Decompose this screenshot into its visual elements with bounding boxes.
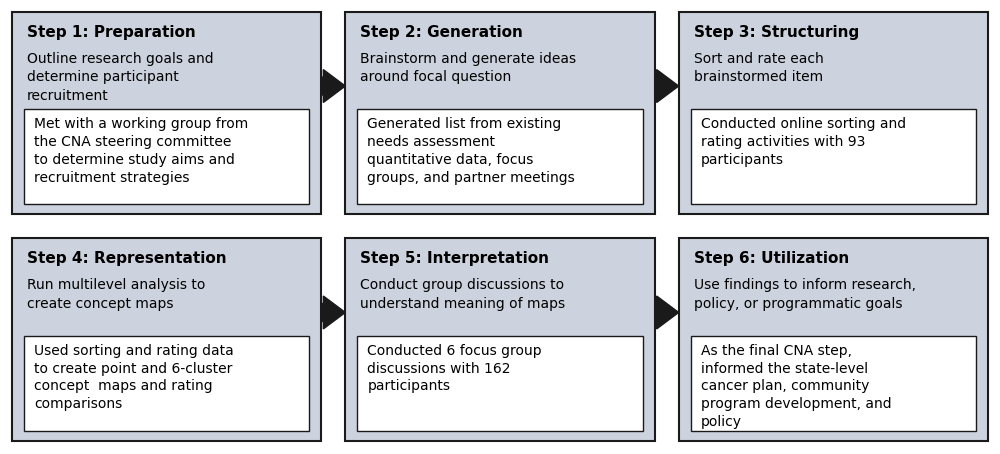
FancyArrow shape xyxy=(655,296,679,329)
Text: Step 5: Interpretation: Step 5: Interpretation xyxy=(360,252,549,266)
FancyBboxPatch shape xyxy=(24,109,309,204)
FancyArrow shape xyxy=(321,69,345,103)
Text: Step 1: Preparation: Step 1: Preparation xyxy=(27,25,196,40)
FancyBboxPatch shape xyxy=(691,336,976,431)
FancyBboxPatch shape xyxy=(679,12,988,214)
FancyBboxPatch shape xyxy=(345,12,655,214)
Text: As the final CNA step,
informed the state-level
cancer plan, community
program d: As the final CNA step, informed the stat… xyxy=(701,344,891,429)
Text: Conducted 6 focus group
discussions with 162
participants: Conducted 6 focus group discussions with… xyxy=(367,344,542,394)
Text: Brainstorm and generate ideas
around focal question: Brainstorm and generate ideas around foc… xyxy=(360,52,576,84)
Text: Run multilevel analysis to
create concept maps: Run multilevel analysis to create concep… xyxy=(27,278,205,311)
FancyArrow shape xyxy=(321,296,345,329)
Text: Use findings to inform research,
policy, or programmatic goals: Use findings to inform research, policy,… xyxy=(694,278,916,311)
Text: Met with a working group from
the CNA steering committee
to determine study aims: Met with a working group from the CNA st… xyxy=(34,117,248,185)
Text: Conducted online sorting and
rating activities with 93
participants: Conducted online sorting and rating acti… xyxy=(701,117,906,167)
Text: Generated list from existing
needs assessment
quantitative data, focus
groups, a: Generated list from existing needs asses… xyxy=(367,117,575,185)
Text: Step 3: Structuring: Step 3: Structuring xyxy=(694,25,859,40)
Text: Outline research goals and
determine participant
recruitment: Outline research goals and determine par… xyxy=(27,52,214,103)
Text: Step 4: Representation: Step 4: Representation xyxy=(27,252,227,266)
Text: Sort and rate each
brainstormed item: Sort and rate each brainstormed item xyxy=(694,52,823,84)
Text: Step 2: Generation: Step 2: Generation xyxy=(360,25,523,40)
FancyBboxPatch shape xyxy=(691,109,976,204)
FancyArrow shape xyxy=(655,69,679,103)
Text: Conduct group discussions to
understand meaning of maps: Conduct group discussions to understand … xyxy=(360,278,565,311)
FancyBboxPatch shape xyxy=(679,238,988,441)
FancyBboxPatch shape xyxy=(357,336,643,431)
FancyBboxPatch shape xyxy=(357,109,643,204)
Text: Step 6: Utilization: Step 6: Utilization xyxy=(694,252,849,266)
FancyBboxPatch shape xyxy=(12,238,321,441)
FancyBboxPatch shape xyxy=(24,336,309,431)
Text: Used sorting and rating data
to create point and 6-cluster
concept  maps and rat: Used sorting and rating data to create p… xyxy=(34,344,234,411)
FancyBboxPatch shape xyxy=(345,238,655,441)
FancyBboxPatch shape xyxy=(12,12,321,214)
